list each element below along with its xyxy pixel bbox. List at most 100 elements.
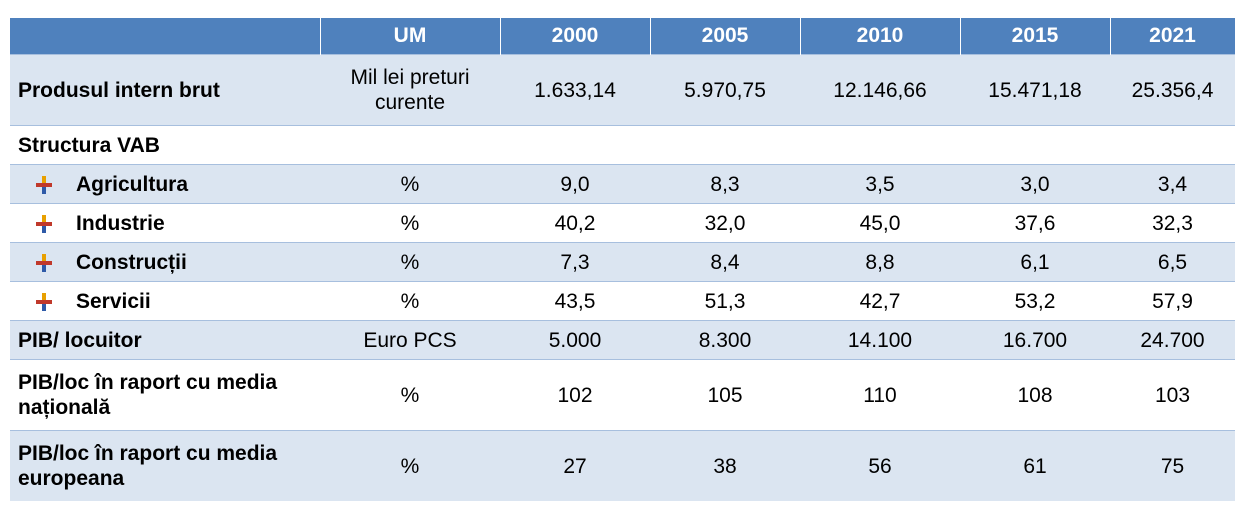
unit-cell: % bbox=[320, 203, 500, 243]
value-cell: 3,5 bbox=[800, 164, 960, 204]
table-row: Structura VAB bbox=[10, 125, 1235, 165]
table-row: Agricultura% 9,0 8,3 3,5 3,0 3,4 bbox=[10, 164, 1235, 204]
value-cell: 37,6 bbox=[960, 203, 1110, 243]
unit-cell: % bbox=[320, 281, 500, 321]
value-cell: 9,0 bbox=[500, 164, 650, 204]
empty-cell bbox=[500, 125, 650, 165]
table-row: PIB/loc în raport cu media europeana% 27 3… bbox=[10, 430, 1235, 501]
row-label: Produsul intern brut bbox=[10, 54, 320, 126]
cell-text: 105 bbox=[707, 383, 743, 407]
value-cell: 15.471,18 bbox=[960, 54, 1110, 126]
cell-text: Mil lei preturi curente bbox=[350, 66, 470, 114]
cell-text: 103 bbox=[1154, 383, 1191, 407]
empty-cell bbox=[650, 125, 800, 165]
value-cell: 51,3 bbox=[650, 281, 800, 321]
header-cell: 2010 bbox=[800, 18, 961, 55]
cell-text: Construcții bbox=[76, 250, 187, 274]
unit-cell: % bbox=[320, 359, 500, 431]
row-label: Agricultura bbox=[10, 164, 320, 204]
value-cell: 102 bbox=[500, 359, 650, 431]
bullet-icon bbox=[36, 175, 52, 194]
cell-text: 9,0 bbox=[560, 172, 590, 196]
cell-text: 3,0 bbox=[1020, 172, 1050, 196]
value-cell: 61 bbox=[960, 430, 1110, 501]
row-label: PIB/loc în raport cu media națională bbox=[10, 359, 320, 431]
row-label: Servicii bbox=[10, 281, 320, 321]
value-cell: 3,4 bbox=[1110, 164, 1235, 204]
cell-text: 1.633,14 bbox=[534, 78, 616, 102]
cell-text: 6,5 bbox=[1157, 250, 1188, 274]
value-cell: 8.300 bbox=[650, 320, 800, 360]
value-cell: 75 bbox=[1110, 430, 1235, 501]
cell-text: 2021 bbox=[1149, 24, 1196, 47]
value-cell: 45,0 bbox=[800, 203, 960, 243]
cell-text: Produsul intern brut bbox=[18, 78, 220, 102]
cell-text: 16.700 bbox=[1002, 328, 1068, 352]
value-cell: 110 bbox=[800, 359, 960, 431]
value-cell: 108 bbox=[960, 359, 1110, 431]
cell-text: 40,2 bbox=[554, 211, 596, 235]
cell-text: Structura VAB bbox=[18, 133, 160, 157]
cell-text: Industrie bbox=[76, 211, 165, 235]
value-cell: 3,0 bbox=[960, 164, 1110, 204]
cell-text: 7,3 bbox=[560, 250, 590, 274]
table-row: PIB/ locuitor Euro PCS 5.000 8.300 14.100 16.… bbox=[10, 320, 1235, 360]
cell-text: 6,1 bbox=[1020, 250, 1050, 274]
header-cell: 2005 bbox=[650, 18, 801, 55]
value-cell: 32,3 bbox=[1110, 203, 1235, 243]
table-row: PIB/loc în raport cu media națională% 102… bbox=[10, 359, 1235, 431]
value-cell: 12.146,66 bbox=[800, 54, 960, 126]
unit-cell: % bbox=[320, 242, 500, 282]
cell-text: % bbox=[400, 454, 420, 478]
value-cell: 25.356,4 bbox=[1110, 54, 1235, 126]
header-cell: 2021 bbox=[1110, 18, 1236, 55]
cell-text: 8.300 bbox=[698, 328, 752, 352]
value-cell: 38 bbox=[650, 430, 800, 501]
unit-cell: Mil lei preturi curente bbox=[320, 54, 500, 126]
row-label: Construcții bbox=[10, 242, 320, 282]
cell-text: 2015 bbox=[1011, 24, 1059, 47]
cell-text: 32,0 bbox=[704, 211, 746, 235]
cell-text: 56 bbox=[868, 454, 892, 478]
cell-text: 8,4 bbox=[710, 250, 740, 274]
cell-text: 32,3 bbox=[1152, 211, 1193, 235]
cell-text: % bbox=[400, 250, 420, 274]
value-cell: 40,2 bbox=[500, 203, 650, 243]
cell-text: 8,8 bbox=[865, 250, 895, 274]
cell-text: 61 bbox=[1023, 454, 1047, 478]
cell-text: 3,4 bbox=[1157, 172, 1188, 196]
cell-text: PIB/loc în raport cu media europeana bbox=[18, 442, 278, 490]
value-cell: 14.100 bbox=[800, 320, 960, 360]
header-cell: UM bbox=[320, 18, 501, 55]
row-label: Structura VAB bbox=[10, 125, 320, 165]
cell-text: 108 bbox=[1017, 383, 1053, 407]
cell-text: 5.970,75 bbox=[684, 78, 766, 102]
cell-text: % bbox=[400, 289, 420, 313]
cell-text: 12.146,66 bbox=[833, 78, 927, 102]
cell-text: 27 bbox=[563, 454, 587, 478]
empty-cell bbox=[960, 125, 1110, 165]
cell-text: 37,6 bbox=[1014, 211, 1056, 235]
cell-text: 53,2 bbox=[1014, 289, 1056, 313]
value-cell: 6,1 bbox=[960, 242, 1110, 282]
header-row: UM 2000 2005 2010 2015 2021 bbox=[10, 18, 1236, 55]
value-cell: 56 bbox=[800, 430, 960, 501]
row-label: PIB/loc în raport cu media europeana bbox=[10, 430, 320, 501]
value-cell: 105 bbox=[650, 359, 800, 431]
value-cell: 5.000 bbox=[500, 320, 650, 360]
cell-text: PIB/ locuitor bbox=[18, 328, 142, 352]
value-cell: 43,5 bbox=[500, 281, 650, 321]
cell-text: 57,9 bbox=[1152, 289, 1193, 313]
cell-text: Euro PCS bbox=[363, 328, 457, 352]
value-cell: 24.700 bbox=[1110, 320, 1235, 360]
cell-text: UM bbox=[393, 24, 427, 47]
cell-text: 51,3 bbox=[704, 289, 746, 313]
cell-text: 8,3 bbox=[710, 172, 740, 196]
row-label: Industrie bbox=[10, 203, 320, 243]
table-row: Produsul intern brut Mil lei preturi cure… bbox=[10, 54, 1235, 126]
header-cell: 2000 bbox=[500, 18, 651, 55]
row-label: PIB/ locuitor bbox=[10, 320, 320, 360]
table-row: Servicii% 43,5 51,3 42,7 53,2 57,9 bbox=[10, 281, 1235, 321]
empty-cell bbox=[320, 125, 500, 165]
cell-text: % bbox=[400, 172, 420, 196]
